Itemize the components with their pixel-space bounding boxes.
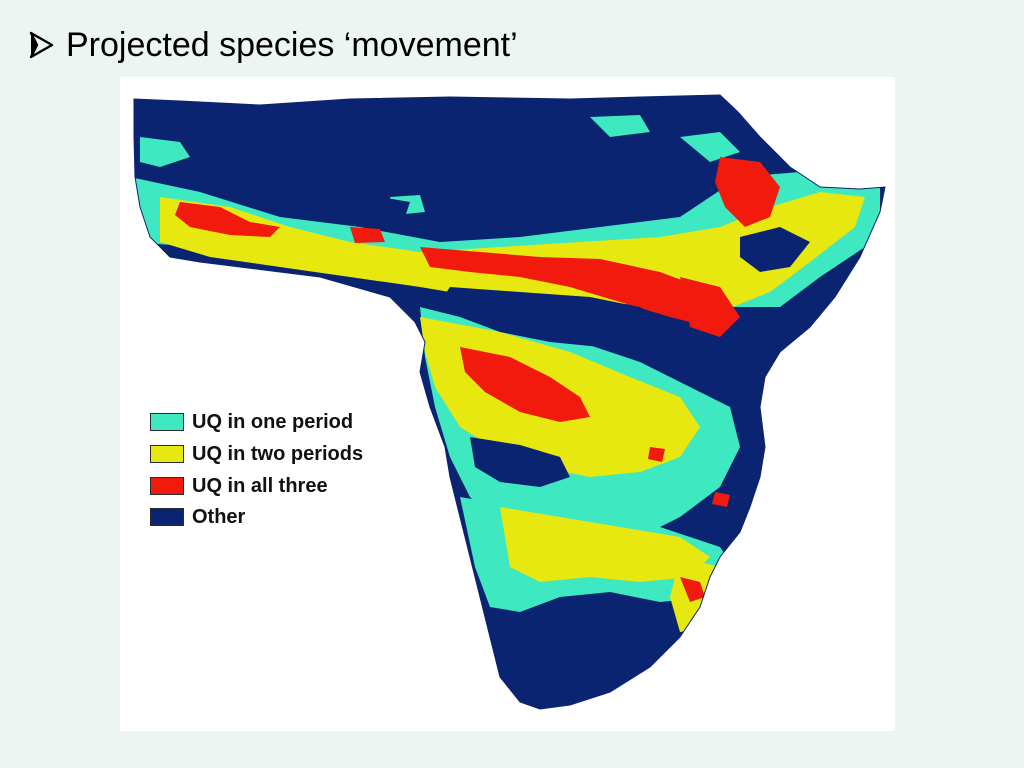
- legend-item-other: Other: [150, 505, 245, 529]
- all-three-zones: [175, 157, 780, 602]
- legend-item-all-three: UQ in all three: [150, 474, 328, 498]
- other-inner-zones: [220, 132, 810, 697]
- africa-landmass: [134, 95, 885, 709]
- legend-label-other: Other: [192, 505, 246, 528]
- slide-title-text: Projected species ‘movement’: [66, 25, 518, 64]
- legend-item-one-period: UQ in one period: [150, 410, 353, 434]
- arrowhead-bullet-icon: [29, 31, 54, 59]
- legend-swatch-other: [150, 508, 184, 526]
- legend-label-one-period: UQ in one period: [192, 410, 354, 433]
- africa-map-graphic: [133, 94, 886, 710]
- species-movement-map: UQ in one period UQ in two periods UQ in…: [120, 77, 895, 731]
- legend-swatch-two-periods: [150, 445, 184, 463]
- legend-label-two-periods: UQ in two periods: [192, 442, 364, 465]
- legend-swatch-all-three: [150, 477, 184, 495]
- legend-item-two-periods: UQ in two periods: [150, 442, 363, 466]
- legend-label-all-three: UQ in all three: [192, 474, 328, 497]
- slide-title: Projected species ‘movement’: [28, 20, 518, 70]
- legend-swatch-one-period: [150, 413, 184, 431]
